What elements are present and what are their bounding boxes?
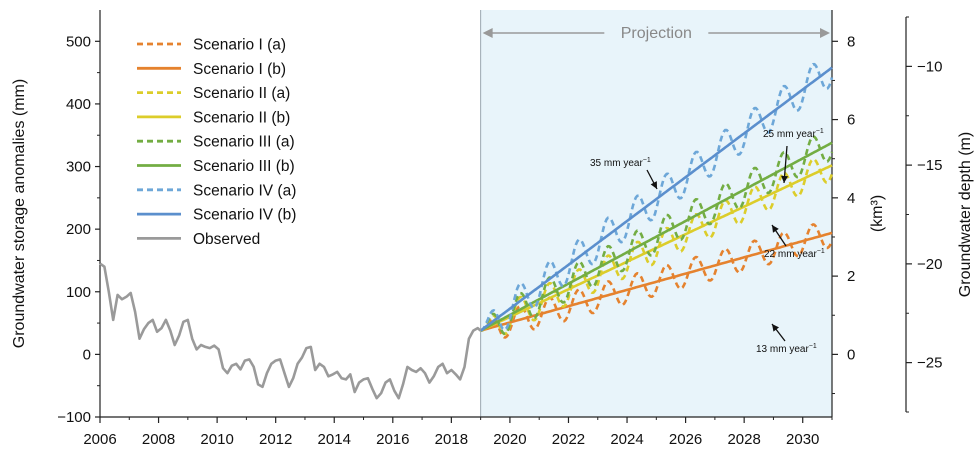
right-tick-label: −20 (917, 256, 942, 273)
bottom-tick-label: 2018 (435, 431, 468, 448)
rate-annotation: 22 mm year−1 (764, 248, 825, 260)
legend-item-label: Scenario I (a) (193, 37, 286, 54)
series-line-scenario-i-a (480, 223, 834, 339)
rate-annotation: 35 mm year−1 (590, 157, 651, 169)
series-line-observed (99, 262, 482, 400)
middle-tick-label: 8 (847, 33, 855, 50)
rate-arrowhead (781, 175, 789, 183)
left-axis-title: Groundwater storage anomalies (mm) (11, 79, 28, 348)
bottom-tick-label: 2020 (493, 431, 526, 448)
legend-item-label: Scenario III (b) (193, 158, 295, 175)
bottom-tick-label: 2022 (552, 431, 585, 448)
left-tick-label: 400 (66, 96, 91, 113)
rate-annotation: 13 mm year−1 (756, 343, 817, 355)
series-line-scenario-iii-a (480, 135, 834, 335)
series-line-scenario-iii-b (479, 141, 833, 332)
series-line-scenario-iv-a (480, 62, 834, 332)
right-tick-label: −15 (917, 157, 942, 174)
left-tick-label: 0 (83, 346, 91, 363)
projection-arrowhead-right (820, 28, 830, 38)
series-line-scenario-iv-b (479, 66, 833, 332)
rate-arrowhead (772, 225, 779, 233)
middle-tick-label: 6 (847, 112, 855, 129)
left-tick-label: 500 (66, 33, 91, 50)
middle-tick-label: 2 (847, 268, 855, 285)
bottom-tick-label: 2008 (142, 431, 175, 448)
bottom-tick-label: 2012 (259, 431, 292, 448)
middle-tick-label: 0 (847, 346, 855, 363)
left-tick-label: 100 (66, 284, 91, 301)
legend-item-label: Scenario III (a) (193, 134, 295, 151)
bottom-tick-label: 2030 (786, 431, 819, 448)
legend-item-label: Scenario IV (b) (193, 207, 296, 224)
legend-item-label: Scenario II (a) (193, 85, 290, 102)
rate-arrowhead (772, 324, 780, 332)
right-tick-label: −25 (917, 355, 942, 372)
bottom-tick-label: 2014 (318, 431, 351, 448)
bottom-tick-label: 2006 (83, 431, 116, 448)
rate-annotation: 25 mm year−1 (763, 128, 824, 140)
left-tick-label: −100 (57, 409, 91, 426)
rate-arrowhead (650, 181, 657, 189)
bottom-tick-label: 2024 (610, 431, 643, 448)
right-tick-label: −10 (917, 58, 942, 75)
middle-tick-label: 4 (847, 190, 855, 207)
bottom-tick-label: 2010 (200, 431, 233, 448)
legend-item-label: Scenario I (b) (193, 61, 286, 78)
legend-item-label: Scenario II (b) (193, 109, 290, 126)
left-tick-label: 300 (66, 159, 91, 176)
projection-label: Projection (621, 25, 692, 42)
middle-axis-title: (km³) (869, 195, 886, 232)
right-axis-title: Groundwater depth (m) (957, 132, 974, 297)
projection-arrowhead-left (482, 28, 493, 38)
bottom-tick-label: 2026 (669, 431, 702, 448)
bottom-tick-label: 2028 (727, 431, 760, 448)
left-tick-label: 200 (66, 221, 91, 238)
legend-item-label: Scenario IV (a) (193, 182, 296, 199)
bottom-tick-label: 2016 (376, 431, 409, 448)
series-line-scenario-ii-a (480, 157, 834, 336)
legend-item-label: Observed (193, 231, 260, 248)
